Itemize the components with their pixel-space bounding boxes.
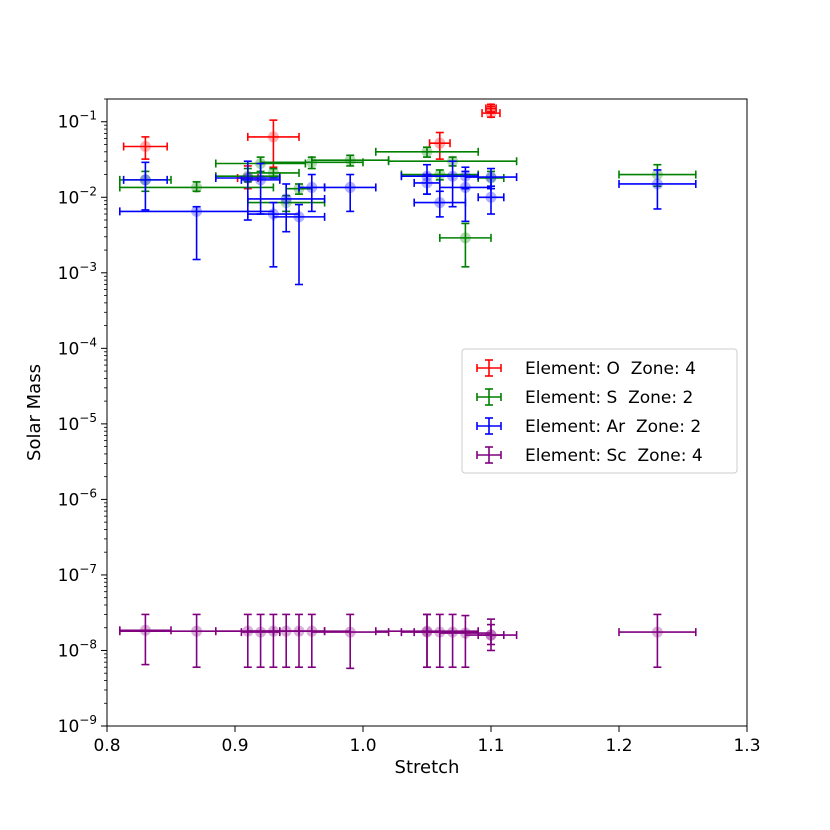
legend-box	[461, 348, 738, 474]
plot-frame	[106, 98, 748, 727]
y-axis-label: Solar Mass	[24, 364, 45, 461]
y-tick-label: 10−5	[58, 411, 97, 435]
legend-label: Element: Ar Zone: 2	[525, 417, 701, 437]
x-tick-label: 0.8	[93, 736, 120, 756]
data-marks	[119, 102, 697, 670]
y-tick-label: 10−4	[58, 335, 97, 359]
x-tick-label: 1.3	[733, 736, 760, 756]
x-tick-label: 1.2	[605, 736, 632, 756]
y-tick-label: 10−1	[58, 109, 97, 133]
x-axis-label: Stretch	[395, 757, 460, 778]
legend: Element: O Zone: 4 Element: S Zone: 2 Elem…	[461, 348, 738, 474]
legend-label: Element: Sc Zone: 4	[525, 446, 703, 466]
x-tick-label: 0.9	[221, 736, 248, 756]
x-tick-label: 1.1	[477, 736, 504, 756]
y-tick-label: 10−7	[58, 562, 97, 586]
legend-entry: Element: O Zone: 4	[476, 359, 696, 379]
series-2	[119, 160, 697, 286]
y-tick-label: 10−8	[58, 637, 97, 661]
legend-entry: Element: S Zone: 2	[476, 388, 693, 408]
series-3	[119, 613, 697, 670]
y-tick-label: 10−6	[58, 486, 97, 510]
y-tick-label: 10−3	[58, 260, 97, 284]
y-tick-label: 10−2	[58, 184, 97, 208]
legend-entry: Element: Sc Zone: 4	[476, 446, 703, 466]
axis-ticks: 0.8 0.9 1.0 1.1 1.2 1.3 10−9 10−8 10−7 10−6 10−5 10…	[58, 98, 761, 756]
y-tick-label: 10−9	[58, 713, 97, 737]
x-tick-label: 1.0	[349, 736, 376, 756]
series-1	[119, 146, 697, 268]
legend-label: Element: O Zone: 4	[525, 359, 696, 379]
legend-label: Element: S Zone: 2	[525, 388, 693, 408]
legend-entry: Element: Ar Zone: 2	[476, 417, 701, 437]
